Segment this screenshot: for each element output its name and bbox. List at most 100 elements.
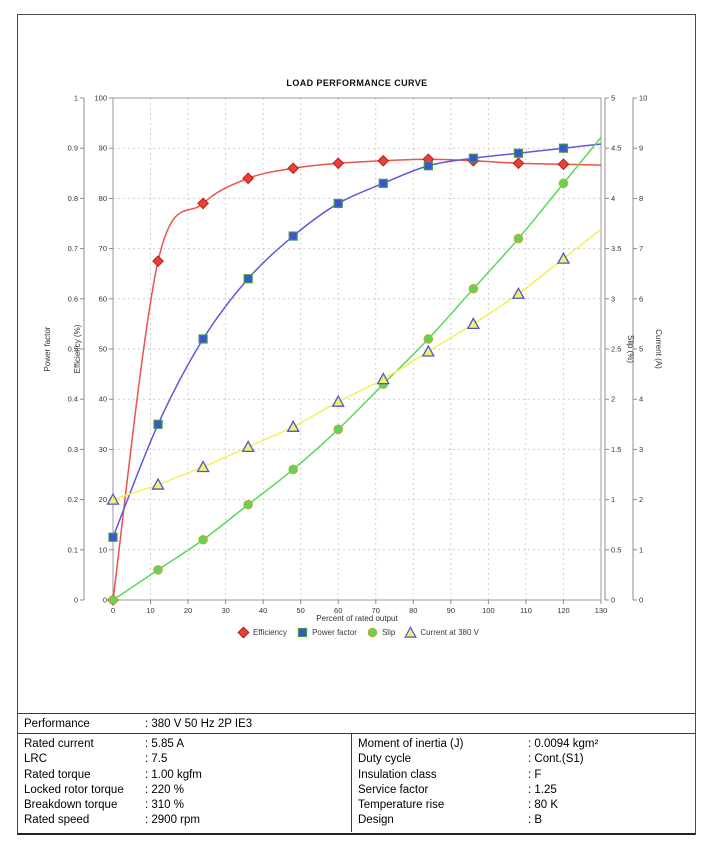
svg-text:110: 110 [520,606,532,615]
svg-text:5: 5 [611,94,615,103]
spec-label: Insulation class [358,768,437,781]
performance-label: Performance [24,718,90,730]
svg-text:0.3: 0.3 [68,445,78,454]
svg-text:6: 6 [639,294,643,303]
svg-text:9: 9 [639,144,643,153]
svg-text:60: 60 [99,294,107,303]
svg-text:3: 3 [639,445,643,454]
svg-text:20: 20 [184,606,192,615]
legend-label: Slip [381,628,396,637]
svg-text:70: 70 [372,606,380,615]
svg-text:8: 8 [639,194,643,203]
svg-text:40: 40 [99,395,107,404]
table-header-rule [17,733,695,734]
spec-value: : 0.0094 kgm² [528,738,599,750]
svg-text:0.1: 0.1 [68,545,78,554]
spec-block-left: Rated current : 5.85 A LRC : 7.5 Rated t… [24,737,346,829]
svg-text:10: 10 [99,545,107,554]
spec-value: : F [528,768,542,781]
svg-text:2: 2 [639,495,643,504]
triangle-marker-icon [404,626,418,638]
svg-text:1.5: 1.5 [611,445,621,454]
svg-text:0: 0 [639,596,643,605]
spec-value: : B [528,814,543,827]
svg-text:80: 80 [99,194,107,203]
spec-label: Design [358,814,394,827]
svg-text:4: 4 [611,194,615,203]
svg-text:Current (A): Current (A) [654,329,663,369]
legend-label: Efficiency [252,628,288,637]
table-top-rule [17,713,695,714]
svg-text:0.2: 0.2 [68,495,78,504]
svg-text:50: 50 [99,345,107,354]
spec-value: : 1.25 [528,783,557,796]
svg-text:1: 1 [74,94,78,103]
spec-label: Service factor [358,783,429,796]
svg-text:50: 50 [297,606,305,615]
svg-text:30: 30 [99,445,107,454]
spec-value: : 5.85 A [145,738,185,750]
spec-label: Temperature rise [358,799,445,812]
legend-label: Power factor [312,628,357,637]
spec-label: Moment of inertia (J) [358,738,464,750]
svg-text:130: 130 [595,606,608,615]
svg-text:0: 0 [74,596,78,605]
legend-item-current-at-380-v: Current at 380 V [404,626,479,639]
square-marker-icon [297,627,308,638]
svg-text:1: 1 [639,545,643,554]
svg-text:1: 1 [611,495,615,504]
chart-legend: Efficiency Power factor Slip Current at 380… [63,626,653,639]
spec-value: : 80 K [528,799,559,812]
svg-text:30: 30 [221,606,229,615]
legend-item-slip: Slip [366,626,395,639]
svg-text:5: 5 [639,345,643,354]
spec-label: Breakdown torque [24,799,118,812]
spec-label: Rated speed [24,814,90,827]
legend-label: Current at 380 V [420,628,480,637]
spec-value: : 310 % [145,799,184,812]
page-border [17,14,696,835]
svg-text:0.7: 0.7 [68,244,78,253]
svg-text:10: 10 [639,94,647,103]
spec-label: LRC [24,753,48,766]
svg-text:90: 90 [99,144,107,153]
svg-text:3.5: 3.5 [611,244,621,253]
spec-value: : 220 % [145,783,184,796]
svg-text:0.9: 0.9 [68,144,78,153]
svg-text:2.5: 2.5 [611,345,621,354]
svg-text:20: 20 [99,495,107,504]
svg-text:60: 60 [334,606,342,615]
spec-row: Rated current : 5.85 A LRC : 7.5 Rated t… [24,737,346,829]
svg-text:Power factor: Power factor [43,326,52,371]
spec-label: Duty cycle [358,753,412,766]
svg-text:3: 3 [611,294,615,303]
svg-text:0.6: 0.6 [68,294,78,303]
svg-text:Percent of rated output: Percent of rated output [316,614,398,623]
svg-text:40: 40 [259,606,267,615]
legend-item-power-factor: Power factor [296,626,357,639]
svg-text:100: 100 [94,94,107,103]
svg-text:4.5: 4.5 [611,144,621,153]
svg-text:10: 10 [146,606,154,615]
load-performance-chart: 00.10.20.30.40.50.60.70.80.9101020304050… [43,94,663,624]
svg-text:0.4: 0.4 [68,395,78,404]
svg-text:70: 70 [99,244,107,253]
table-center-divider [351,733,352,832]
legend-item-efficiency: Efficiency [237,626,287,639]
spec-block-right: Moment of inertia (J) : 0.0094 kgm² Duty… [358,737,688,829]
svg-text:0: 0 [111,606,115,615]
svg-text:7: 7 [639,244,643,253]
spec-row: Moment of inertia (J) : 0.0094 kgm² Duty… [358,737,688,829]
spec-value: : Cont.(S1) [528,753,584,766]
svg-text:0.5: 0.5 [68,345,78,354]
spec-label: Rated current [24,738,94,750]
spec-value: : 1.00 kgfm [145,768,202,781]
svg-text:Slip (%): Slip (%) [626,335,635,363]
svg-text:120: 120 [557,606,570,615]
circle-marker-icon [367,627,378,638]
svg-text:2: 2 [611,395,615,404]
spec-value: : 2900 rpm [145,814,200,827]
svg-text:Efficiency (%): Efficiency (%) [73,324,82,373]
svg-text:100: 100 [482,606,495,615]
